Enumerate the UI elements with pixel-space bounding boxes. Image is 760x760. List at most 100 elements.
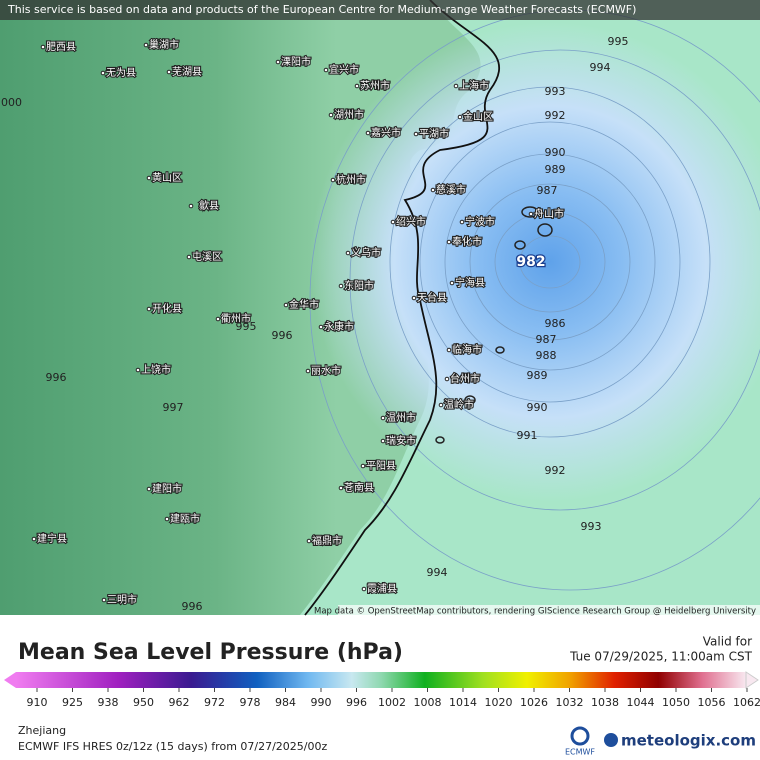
city-dot (101, 597, 107, 603)
city-dot (40, 44, 46, 50)
city-dot (338, 283, 344, 289)
city-label: 平阳县 (366, 460, 396, 472)
city-dot (323, 67, 329, 73)
ecmwf-text: ECMWF (565, 748, 595, 757)
isobar-label: 994 (590, 61, 611, 74)
city-label: 天台县 (417, 291, 447, 304)
coastline (304, 0, 500, 616)
city-label: 上饶市 (141, 363, 171, 376)
isobar-label: 993 (581, 520, 602, 533)
colorbar-tick-label: 910 (27, 696, 48, 709)
city-label: 丽水市 (311, 364, 341, 377)
city-dot (188, 203, 194, 209)
city-dot (354, 83, 360, 89)
colorbar-tick-label: 996 (346, 696, 367, 709)
city-label: 歙县 (199, 199, 219, 212)
city-dot (143, 42, 149, 48)
city-label: 芜湖县 (172, 65, 202, 78)
isobar-label: 991 (517, 429, 538, 442)
city-dot (380, 415, 386, 421)
map-credits: Map data © OpenStreetMap contributors, r… (314, 607, 756, 617)
islands (435, 206, 553, 444)
city-label: 金华市 (289, 298, 319, 311)
colorbar-tick-label: 978 (240, 696, 261, 709)
city-label: 苍南县 (344, 481, 374, 494)
valid-time: Tue 07/29/2025, 11:00am CST (569, 650, 753, 664)
city-dot (438, 402, 444, 408)
isobar-label: 996 (182, 600, 203, 613)
colorbar-tick-label: 925 (62, 696, 83, 709)
city-label: 宜兴市 (329, 63, 359, 76)
city-dot (449, 280, 455, 286)
city-label: 嘉兴市 (371, 126, 401, 139)
isobar-label: 986 (545, 317, 566, 330)
city-label: 肥西县 (46, 41, 76, 53)
isobar-label: 992 (545, 464, 566, 477)
valid-label: Valid for (703, 635, 752, 649)
banner: This service is based on data and produc… (7, 3, 636, 16)
colorbar-tick-label: 972 (204, 696, 225, 709)
isobar-label: 993 (545, 85, 566, 98)
city-label: 金山区 (463, 110, 493, 123)
colorbar-arrow-right (745, 671, 759, 689)
city-label: 巢湖市 (149, 38, 179, 51)
isobar-label: 996 (46, 371, 67, 384)
city-label: 屯溪区 (192, 250, 222, 263)
city-label: 开化县 (152, 302, 182, 315)
city-label: 绍兴市 (396, 215, 426, 228)
low-pressure-area (0, 0, 760, 615)
city-label: 溧阳市 (281, 55, 311, 68)
city-dot (390, 219, 396, 225)
isobar-label: 994 (427, 566, 448, 579)
city-dot (459, 219, 465, 225)
colorbar-tick-label: 1044 (627, 696, 655, 709)
meteologix: meteologix.com (621, 732, 756, 750)
isobar-label: 995 (608, 35, 629, 48)
city-label: 福鼎市 (312, 534, 342, 547)
city-label: 奉化市 (452, 235, 482, 248)
city-label: 平湖市 (419, 127, 449, 140)
meteologix-logo (604, 733, 618, 747)
city-dot (146, 306, 152, 312)
colorbar-arrow-left (4, 672, 16, 688)
city-label: 临海市 (452, 343, 482, 356)
isobar-label: 996 (272, 329, 293, 342)
isobar-label: 992 (545, 109, 566, 122)
ecmwf-logo (570, 726, 590, 746)
city-dot (365, 130, 371, 136)
city-label: 台州市 (450, 372, 480, 385)
city-dot (380, 438, 386, 444)
colorbar-tick-label: 950 (133, 696, 154, 709)
city-label: 永康市 (324, 320, 354, 333)
city-dot (166, 69, 172, 75)
colorbar-tick-label: 1050 (662, 696, 690, 709)
banner-bg (0, 0, 760, 20)
isobar-label: 997 (163, 401, 184, 414)
city-label: 无为县 (106, 67, 136, 79)
city-dot (100, 70, 106, 76)
city-label: 黄山区 (152, 171, 182, 184)
model-info: ECMWF IFS HRES 0z/12z (15 days) from 07/… (18, 740, 328, 753)
city-dot (413, 131, 419, 137)
isobar-label: 990 (545, 146, 566, 159)
city-label: 上海市 (459, 79, 489, 92)
city-dot (318, 324, 324, 330)
region: Zhejiang (18, 724, 66, 737)
city-label: 舟山市 (534, 207, 564, 220)
colorbar-tick-label: 990 (311, 696, 332, 709)
isobar-label: 989 (545, 163, 566, 176)
legend-title: Mean Sea Level Pressure (hPa) (18, 640, 403, 665)
city-dot (528, 211, 534, 217)
city-dot (361, 586, 367, 592)
city-dot (360, 463, 366, 469)
city-label: 瑞安市 (386, 434, 416, 447)
credits-bg (338, 605, 760, 616)
city-dot (330, 177, 336, 183)
city-dot (186, 254, 192, 260)
colorbar-tick-label: 1056 (698, 696, 726, 709)
city-label: 义乌市 (351, 246, 381, 259)
isobar-label: 1000 (0, 96, 22, 109)
city-label: 霞浦县 (367, 582, 397, 595)
city-dot (305, 368, 311, 374)
